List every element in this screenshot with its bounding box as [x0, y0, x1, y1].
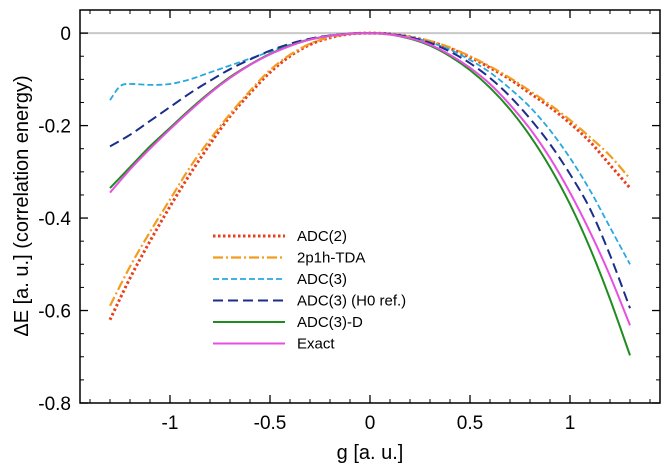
x-tick-label-4: 1: [565, 413, 576, 434]
x-tick-label-0: -1: [162, 413, 179, 434]
plot-background: [80, 10, 660, 403]
y-tick-label-4: 0: [60, 24, 71, 45]
legend-label-0: ADC(2): [297, 228, 347, 245]
x-axis-title: g [a. u.]: [337, 442, 404, 464]
y-tick-label-0: -0.8: [38, 394, 71, 415]
series-layer: [108, 31, 632, 356]
y-tick-label-2: -0.4: [38, 209, 71, 230]
series-line-5: [109, 32, 631, 326]
y-tick-label-3: -0.2: [38, 117, 71, 138]
y-axis-title: ΔE [a. u.] (correlation energy): [11, 75, 33, 336]
plot-frame: [79, 9, 661, 404]
x-tick-labels: -1 -0.5 0 0.5 1: [162, 413, 576, 434]
x-tick-label-1: -0.5: [254, 413, 287, 434]
series-line-1: [109, 32, 631, 307]
legend-label-2: ADC(3): [297, 271, 347, 288]
legend-label-1: 2p1h-TDA: [297, 250, 365, 267]
y-tick-labels: -0.8 -0.6 -0.4 -0.2 0: [38, 24, 71, 415]
legend-label-5: Exact: [297, 336, 335, 353]
y-tick-label-1: -0.6: [38, 302, 71, 323]
legend: ADC(2) 2p1h-TDA ADC(3) ADC(3) (H0 ref.) ADC(…: [213, 228, 406, 353]
legend-label-4: ADC(3)-D: [297, 314, 363, 331]
legend-label-3: ADC(3) (H0 ref.): [297, 293, 406, 310]
x-tick-label-2: 0: [365, 413, 376, 434]
x-tick-label-3: 0.5: [457, 413, 483, 434]
